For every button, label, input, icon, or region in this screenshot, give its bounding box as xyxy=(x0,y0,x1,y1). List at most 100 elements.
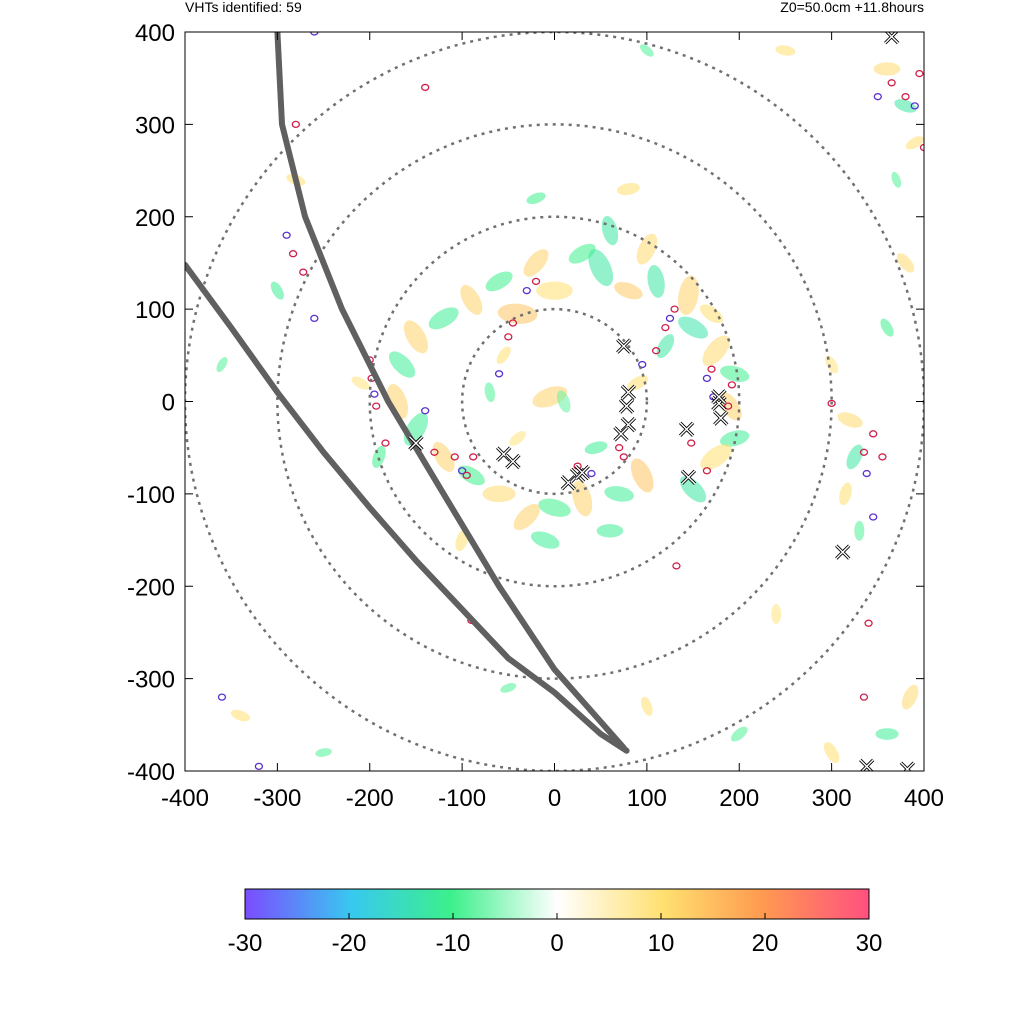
x-tick-label: 300 xyxy=(812,785,852,812)
field-blob xyxy=(523,249,549,277)
contour xyxy=(869,430,878,438)
contour xyxy=(862,469,871,478)
contour xyxy=(587,469,596,478)
contour xyxy=(827,399,836,407)
contour xyxy=(291,120,301,129)
contour xyxy=(531,277,541,286)
header-right: Z0=50.0cm +11.8hours xyxy=(780,0,924,15)
field-blob xyxy=(901,684,919,710)
contour xyxy=(457,467,467,475)
field-blob xyxy=(484,382,496,403)
contour xyxy=(372,402,381,410)
field-blob xyxy=(823,742,840,764)
contour xyxy=(299,268,308,276)
contour xyxy=(430,448,439,456)
field-blob xyxy=(536,281,573,300)
contour xyxy=(522,286,531,295)
y-axis: 400 300 200 100 0 -100 -200 -300 -400 xyxy=(127,20,924,786)
contour xyxy=(494,370,504,378)
field-blob xyxy=(720,430,750,447)
field-blob xyxy=(846,444,863,470)
x-tick-label: -400 xyxy=(161,785,209,812)
y-tick-label: 100 xyxy=(135,297,175,324)
y-tick-label: 0 xyxy=(162,390,175,417)
vht-marker xyxy=(680,469,697,485)
field-blob xyxy=(230,709,250,722)
contour xyxy=(707,365,716,373)
contour xyxy=(254,762,264,771)
field-blob xyxy=(388,351,416,378)
field-blob xyxy=(496,346,511,364)
x-tick-label: -100 xyxy=(438,785,486,812)
range-ring xyxy=(368,215,741,588)
vht-marker xyxy=(711,389,727,405)
contour xyxy=(873,93,882,101)
field-blob xyxy=(270,281,284,300)
plot-layer xyxy=(185,32,924,771)
contour xyxy=(859,693,869,701)
storm-track xyxy=(274,32,627,751)
field-blob xyxy=(700,444,733,470)
contour xyxy=(915,69,924,78)
contour xyxy=(310,314,319,323)
contour xyxy=(638,360,647,369)
field-blob xyxy=(905,136,924,150)
field-blob xyxy=(873,62,901,76)
field-blob xyxy=(482,485,516,503)
y-tick-label: -200 xyxy=(127,574,175,601)
field-blob xyxy=(616,182,640,196)
colorbar-tick-label: -10 xyxy=(436,930,471,957)
storm-track xyxy=(185,261,630,754)
colorbar-tick-label: -30 xyxy=(228,930,263,957)
contour xyxy=(469,453,478,461)
field-blob xyxy=(530,531,560,549)
field-blob xyxy=(526,192,546,205)
contour xyxy=(724,402,733,410)
vht-marker xyxy=(899,761,916,771)
field-blob xyxy=(656,334,675,359)
contour xyxy=(370,390,379,398)
x-axis: -400 -300 -200 -100 0 100 200 300 400 xyxy=(161,32,944,812)
contour xyxy=(672,562,681,570)
y-tick-label: 400 xyxy=(135,20,175,47)
field-blob xyxy=(894,99,917,113)
contour xyxy=(859,448,869,456)
range-ring xyxy=(276,123,833,680)
x-tick-label: -300 xyxy=(253,785,301,812)
vht-marker xyxy=(408,435,424,451)
contour xyxy=(217,693,227,701)
field-blob xyxy=(457,465,485,486)
colorbar-tick-label: 0 xyxy=(550,930,563,957)
colorbar-tick-label: 30 xyxy=(856,930,883,957)
contour xyxy=(282,231,291,239)
field-blob xyxy=(351,376,370,390)
field-blob xyxy=(604,486,634,502)
field-blob xyxy=(837,412,863,428)
vht-marker xyxy=(613,426,629,442)
colorbar-tick-label: 10 xyxy=(648,930,675,957)
range-ring xyxy=(460,307,649,496)
field-blob xyxy=(647,264,665,298)
contour xyxy=(887,79,896,87)
field-blob xyxy=(636,233,658,265)
field-blob xyxy=(216,357,228,373)
contour xyxy=(869,513,878,521)
contour xyxy=(665,314,675,323)
contour xyxy=(462,471,471,480)
contour xyxy=(864,619,873,627)
vht-marker xyxy=(618,398,635,414)
y-tick-label: -400 xyxy=(127,759,175,786)
field-blob xyxy=(896,253,915,273)
field-blob xyxy=(497,303,538,324)
contour xyxy=(615,444,624,452)
contour xyxy=(651,347,661,355)
y-tick-label: -300 xyxy=(127,667,175,694)
x-tick-label: 400 xyxy=(904,785,944,812)
field-blob xyxy=(614,281,643,300)
vht-marker xyxy=(835,544,851,560)
field-blob xyxy=(730,726,748,742)
field-blob xyxy=(500,683,517,693)
field-blob xyxy=(513,503,540,531)
field-blob xyxy=(538,498,571,517)
